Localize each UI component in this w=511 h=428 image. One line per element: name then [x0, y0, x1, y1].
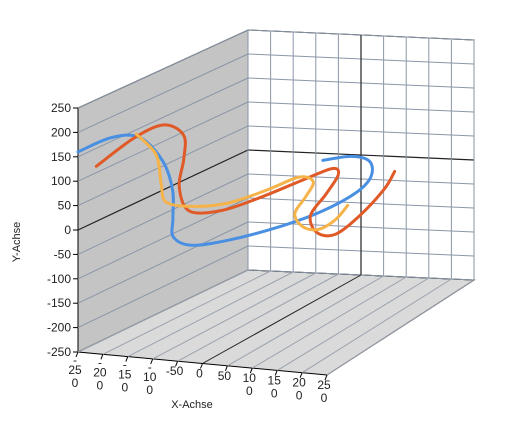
x-tick-label-line: 0: [246, 384, 253, 398]
series-layer: [76, 123, 397, 247]
x-tick-label: -100: [143, 360, 157, 397]
x-tick-label-sign: -: [123, 358, 127, 372]
x-tick-label-sign: -: [73, 353, 77, 367]
x-tick-mark: [274, 370, 278, 376]
y-tick-label: 150: [51, 150, 71, 164]
x-tick-label-line: 50: [218, 369, 232, 383]
left-wall-gridline: [77, 173, 249, 255]
floor-gridline: [276, 277, 430, 371]
floor-gridline: [152, 272, 317, 360]
left-wall-gridline: [77, 53, 249, 133]
series-line-2: [134, 132, 350, 232]
y-tick-label: 250: [51, 101, 71, 115]
y-axis-title: Y-Achse: [11, 222, 23, 263]
y-tick-label: -150: [47, 296, 71, 310]
y-tick-label: 50: [58, 199, 72, 213]
x-tick-label-line: 0: [321, 391, 328, 405]
x-tick-label: -200: [93, 355, 107, 392]
x-tick-label-line: 0: [97, 378, 104, 392]
y-tick-label: -200: [47, 321, 71, 335]
x-tick-label-line: 20: [292, 376, 306, 390]
left-wall-gridline: [77, 125, 249, 207]
x-tick-label-line: 0: [72, 376, 79, 390]
series-line-1: [94, 123, 397, 238]
floor-gridline: [102, 270, 271, 355]
floor-gridline: [202, 274, 362, 364]
y-tick-label: 100: [51, 174, 71, 188]
x-tick-label: -250: [68, 353, 82, 390]
x-tick-mark: [150, 358, 154, 365]
floor-gridline: [227, 275, 384, 367]
y-tick-label: 0: [64, 223, 71, 237]
x-tick-label-line: 10: [143, 370, 157, 384]
x-tick-label-line: -50: [166, 364, 184, 378]
back-walls: [76, 29, 476, 376]
x-tick-label: 0: [196, 367, 203, 381]
x-tick-label: 100: [243, 371, 257, 398]
x-tick-label-sign: -: [148, 360, 152, 374]
floor-gridline: [301, 278, 452, 374]
x-tick-label: -50: [166, 364, 184, 378]
x-tick-mark: [175, 361, 179, 367]
y-tick-label: 200: [51, 125, 71, 139]
x-tick-label: 200: [292, 376, 306, 403]
y-tick-label: -100: [47, 272, 71, 286]
x-tick-label-line: 0: [146, 383, 153, 397]
x-tick-mark: [224, 365, 228, 371]
x-tick-label: 50: [218, 369, 232, 383]
y-tick-label: -250: [47, 345, 71, 359]
x-tick-label-line: 25: [317, 378, 331, 392]
x-tick-mark: [75, 351, 79, 358]
x-tick-mark: [299, 372, 303, 378]
y-tick-labels: 250 200 150 100 50 0 -50 -100 -150 -200 -250: [47, 101, 78, 359]
x-tick-label-line: 20: [93, 365, 107, 379]
x-tick-mark: [324, 374, 328, 381]
floor-gridline: [127, 271, 294, 358]
x-tick-label: 250: [317, 378, 331, 405]
x-tick-label: -150: [118, 358, 132, 395]
left-wall-gridline: [77, 77, 249, 158]
floor-gridline: [177, 273, 339, 362]
left-wall-gridline: [77, 29, 249, 109]
x-tick-mark: [125, 356, 129, 362]
floor-gridline: [326, 279, 475, 376]
x-tick-mark: [249, 367, 253, 374]
y-tick-label: -50: [54, 247, 72, 261]
x-tick-label: 150: [268, 373, 282, 400]
floor-gridline: [252, 276, 407, 369]
x-tick-mark: [200, 363, 203, 369]
x-tick-label-sign: -: [98, 355, 102, 369]
x-tick-label-line: 0: [196, 367, 203, 381]
x-tick-mark: [100, 354, 104, 360]
x-axis-title: X-Achse: [171, 399, 213, 411]
x-tick-label-line: 10: [243, 371, 257, 385]
x-tick-label-line: 15: [118, 368, 132, 382]
left-wall-gridline: [77, 101, 249, 182]
x-tick-label-line: 25: [68, 363, 82, 377]
left-wall-gridline: [77, 221, 249, 304]
x-tick-label-line: 0: [296, 389, 303, 403]
floor-gridline: [77, 269, 249, 353]
x-tick-label-line: 0: [271, 386, 278, 400]
x-tick-label-line: 0: [121, 381, 128, 395]
left-wall-gridline: [77, 245, 249, 329]
x-tick-label-line: 15: [268, 373, 282, 387]
